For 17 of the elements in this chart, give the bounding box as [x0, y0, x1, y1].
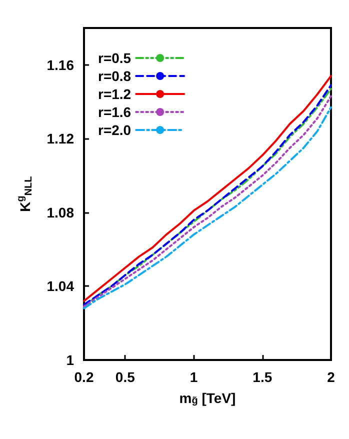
x-tick-label: 1.5 [252, 369, 272, 385]
x-axis-title: mg̃ [TeV] [179, 390, 236, 406]
y-tick-label: 1.16 [46, 56, 74, 73]
x-tick-label: 1 [190, 369, 198, 385]
y-tick-label: 1.04 [46, 278, 74, 294]
legend-label: r=1.6 [98, 104, 132, 120]
y-tick-label: 1.08 [46, 204, 74, 220]
y-axis-title: KgNLL [16, 176, 34, 212]
legend-label: r=0.5 [98, 50, 132, 66]
x-tick-label: 0.5 [115, 369, 136, 385]
x-tick-label: 2 [327, 369, 336, 385]
y-tick-label: 1.12 [46, 130, 74, 147]
legend-label: r=1.2 [98, 86, 132, 102]
legend-label: r=0.8 [98, 68, 132, 84]
y-tick-label: 1 [66, 352, 74, 368]
legend-label: r=2.0 [98, 122, 132, 138]
x-tick-label: 0.2 [74, 369, 94, 385]
